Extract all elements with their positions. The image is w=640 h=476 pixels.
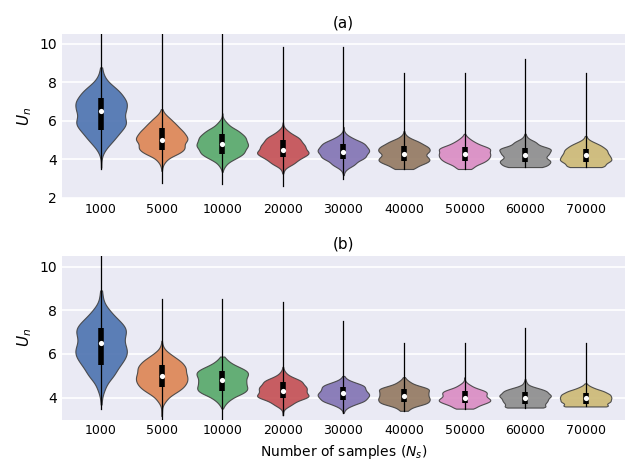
Point (217, 140, 227, 148)
Point (157, 136, 167, 144)
Y-axis label: $U_n$: $U_n$ (15, 106, 34, 126)
Point (580, 394, 591, 402)
Point (520, 152, 530, 159)
Point (399, 150, 409, 158)
Point (460, 150, 470, 158)
Point (278, 146, 288, 154)
X-axis label: Number of samples ($N_s$): Number of samples ($N_s$) (260, 443, 427, 461)
Point (217, 377, 227, 384)
Point (96, 339, 106, 347)
Point (520, 394, 530, 402)
Y-axis label: $U_n$: $U_n$ (15, 328, 34, 347)
Title: (a): (a) (333, 15, 354, 30)
Point (278, 387, 288, 395)
Point (399, 392, 409, 399)
Point (580, 152, 591, 159)
Point (339, 148, 349, 156)
Point (157, 372, 167, 380)
Point (460, 394, 470, 402)
Title: (b): (b) (333, 237, 354, 252)
Point (96, 107, 106, 115)
Point (339, 389, 349, 397)
